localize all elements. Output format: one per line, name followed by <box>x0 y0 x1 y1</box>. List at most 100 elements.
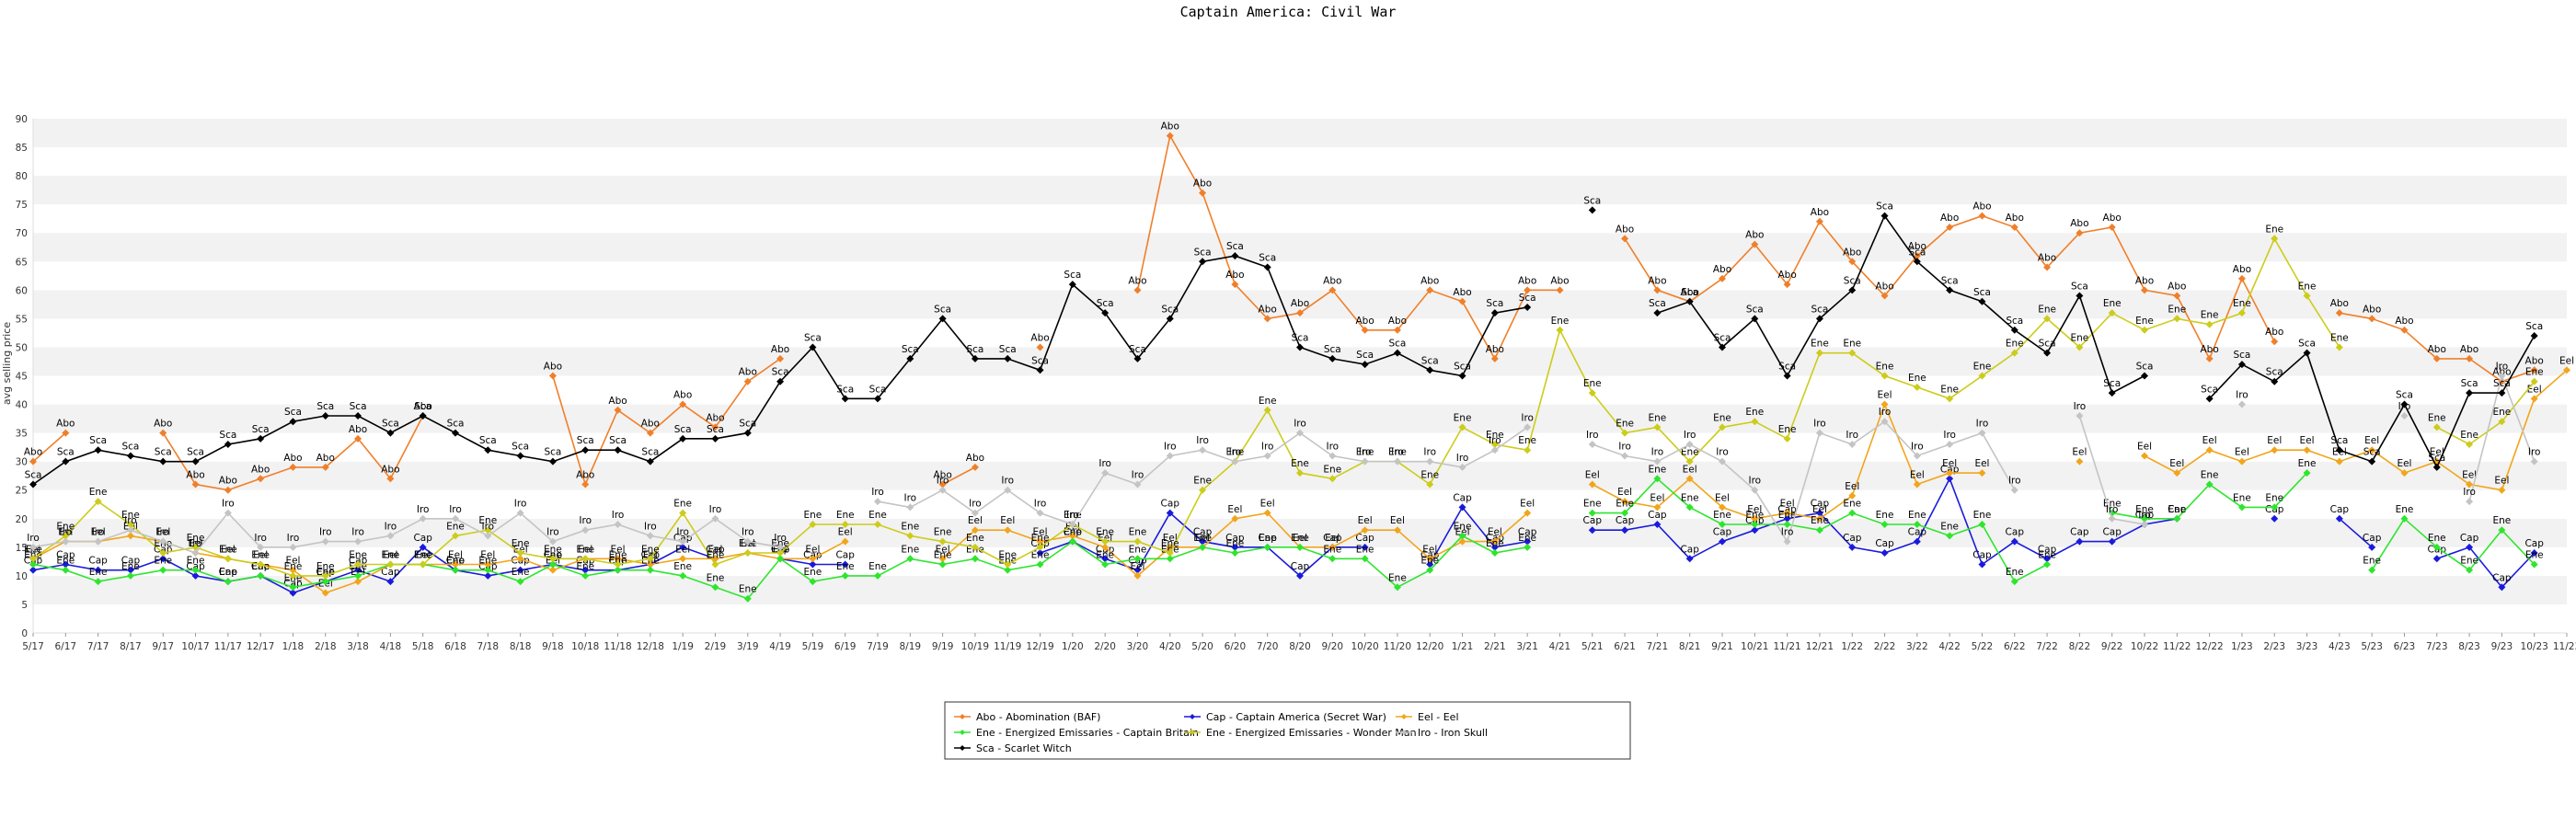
data-point <box>1913 383 1921 391</box>
legend-entry: Eel - Eel <box>1418 711 1459 723</box>
data-point <box>2076 343 2084 351</box>
data-label: Sca <box>1064 270 1081 281</box>
data-point <box>289 543 297 551</box>
x-tick-label: 6/22 <box>2004 641 2026 652</box>
data-point <box>2141 326 2148 334</box>
data-point <box>1653 309 1662 317</box>
data-label: Ene <box>1420 470 1439 481</box>
legend-entry: Cap - Captain America (Secret War) <box>1206 711 1386 723</box>
data-point <box>1133 480 1142 489</box>
data-point <box>614 446 622 454</box>
data-label: Abo <box>56 419 75 430</box>
data-label: Eel <box>1390 515 1405 526</box>
data-point <box>126 532 134 540</box>
data-label: Iro <box>1489 435 1501 446</box>
data-point <box>1036 560 1044 569</box>
data-label: Sca <box>707 424 724 435</box>
data-label: Sca <box>2330 435 2348 446</box>
x-tick-label: 2/23 <box>2263 641 2285 652</box>
data-point <box>126 452 134 460</box>
data-point <box>1653 475 1662 483</box>
data-point <box>452 514 459 523</box>
y-tick-label: 65 <box>16 257 28 268</box>
data-label: Iro <box>1261 441 1274 452</box>
data-label: Sca <box>1583 195 1601 206</box>
data-label: Sca <box>2103 378 2121 389</box>
data-label: Sca <box>641 447 659 458</box>
data-point <box>2498 418 2506 426</box>
data-label: Sca <box>1454 362 1471 373</box>
data-point <box>938 555 947 563</box>
data-label: Iro <box>222 499 235 510</box>
data-point <box>1263 452 1271 460</box>
data-point <box>1036 537 1044 546</box>
data-label: Ene <box>1193 533 1212 544</box>
data-point <box>679 400 687 408</box>
data-point <box>516 566 524 574</box>
data-point <box>1815 429 1823 437</box>
data-point <box>2563 366 2570 374</box>
data-point <box>452 566 459 574</box>
data-label: Iro <box>644 521 657 532</box>
data-label: Sca <box>1714 332 1731 343</box>
data-point <box>1458 503 1466 512</box>
data-label: Eel <box>968 515 983 526</box>
data-label: Ene <box>739 584 757 595</box>
data-point <box>1815 315 1823 323</box>
data-point <box>938 480 947 489</box>
x-tick-label: 8/17 <box>120 641 142 652</box>
data-label: Iro <box>2106 504 2119 515</box>
data-point <box>646 532 654 540</box>
data-label: Abo <box>219 476 237 487</box>
data-label: Ene <box>901 521 919 532</box>
data-label: Iro <box>1684 430 1696 441</box>
data-point <box>581 555 590 563</box>
data-point <box>2271 377 2279 385</box>
data-label: Sca <box>479 435 497 446</box>
data-label: Iro <box>482 521 495 532</box>
data-point <box>2043 349 2052 357</box>
data-point <box>874 520 881 528</box>
data-point <box>1490 549 1499 558</box>
data-label: Ene <box>1583 378 1602 389</box>
data-label: Cap <box>1972 549 1992 560</box>
data-label: Sca <box>57 447 75 458</box>
data-point <box>1361 361 1369 369</box>
data-point <box>2335 309 2343 317</box>
data-point <box>1719 520 1726 528</box>
data-point <box>2498 583 2506 592</box>
data-point <box>1783 281 1791 289</box>
data-point <box>809 578 817 586</box>
data-point <box>938 486 947 494</box>
data-label: Cap <box>1680 544 1699 555</box>
data-label: Abo <box>2233 264 2251 275</box>
data-label: Ene <box>154 556 172 567</box>
data-point <box>159 555 167 563</box>
data-point <box>289 463 297 471</box>
data-label: Sca <box>1161 304 1179 315</box>
data-point <box>1913 452 1921 460</box>
data-point <box>1524 509 1532 517</box>
data-point <box>1751 418 1759 426</box>
data-point <box>191 457 200 466</box>
data-label: Sca <box>1519 293 1536 304</box>
data-label: Sca <box>1388 339 1406 350</box>
data-point <box>938 560 947 569</box>
data-label: Iro <box>1391 447 1404 458</box>
data-label: Ene <box>1356 544 1374 555</box>
x-tick-label: 1/23 <box>2231 641 2253 652</box>
data-point <box>1653 457 1662 466</box>
data-label: Ene <box>1161 538 1179 549</box>
x-tick-label: 3/19 <box>737 641 759 652</box>
x-tick-label: 11/20 <box>1384 641 1411 652</box>
data-point <box>1133 555 1142 563</box>
data-label: Iro <box>156 527 169 538</box>
data-point <box>2303 446 2311 454</box>
x-tick-label: 7/23 <box>2426 641 2448 652</box>
data-label: Abo <box>2395 316 2413 327</box>
data-label: Eel <box>2072 447 2087 458</box>
data-label: Ene <box>2201 470 2219 481</box>
data-label: Abo <box>706 412 724 423</box>
series-layer: Abo Abo Abo Abo Abo Abo Abo Abo Abo Abo Abo Abo Abo A… <box>24 121 2574 603</box>
data-point <box>126 566 134 574</box>
